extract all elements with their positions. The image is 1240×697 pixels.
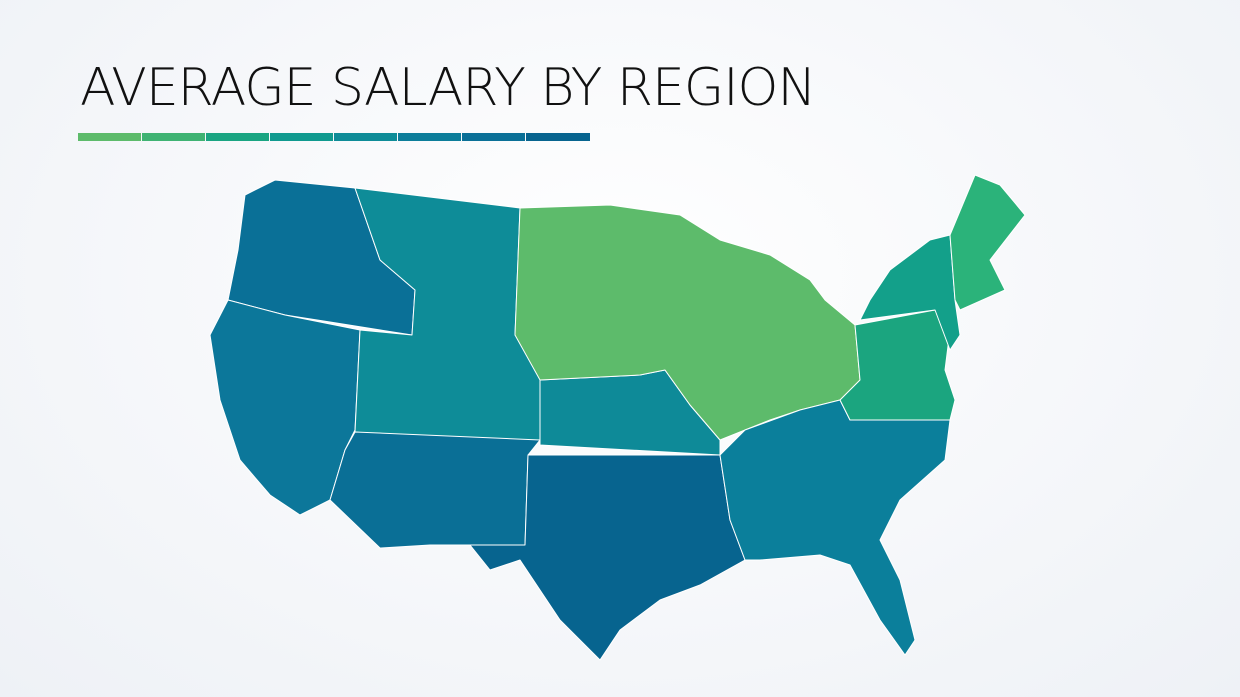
title: AVERAGE SALARY BY REGION bbox=[80, 58, 816, 118]
region-southeast bbox=[719, 399, 951, 656]
color-bar-segment bbox=[78, 133, 141, 141]
us-map bbox=[209, 174, 1026, 661]
region-new-york-new-jersey bbox=[859, 234, 961, 351]
color-bar-segment bbox=[142, 133, 205, 141]
region-new-england bbox=[949, 174, 1026, 311]
region-southwest bbox=[329, 431, 541, 549]
region-california-nevada bbox=[209, 299, 361, 516]
color-bar-segment bbox=[270, 133, 333, 141]
color-bar-segment bbox=[334, 133, 397, 141]
color-bar-segment bbox=[462, 133, 525, 141]
color-bar-segment bbox=[206, 133, 269, 141]
color-bar-segment bbox=[398, 133, 461, 141]
color-bar bbox=[78, 133, 590, 141]
color-bar-segment bbox=[526, 133, 590, 141]
